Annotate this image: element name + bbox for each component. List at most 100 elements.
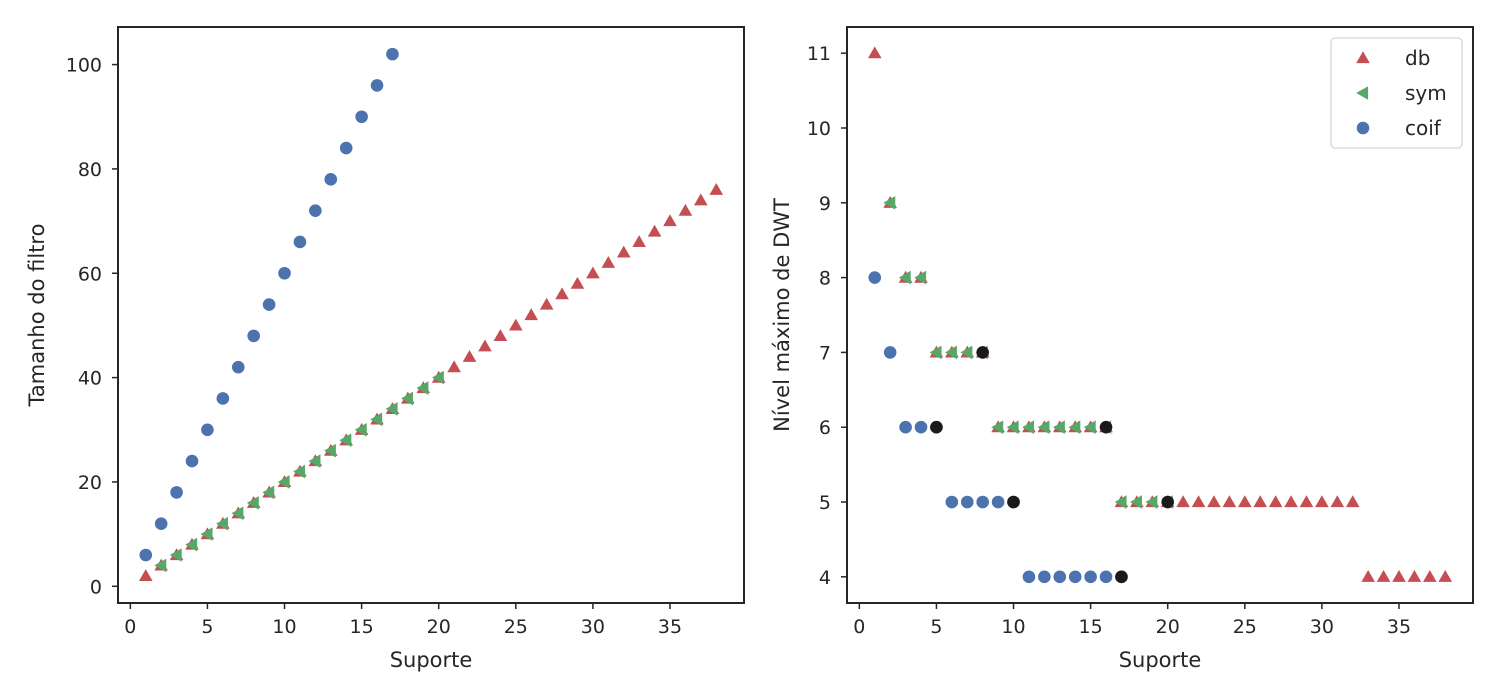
sym-point <box>185 537 198 552</box>
legend-label-db: db <box>1405 46 1430 70</box>
x-tick-label: 10 <box>1001 616 1025 638</box>
legend-label-coif: coif <box>1405 116 1442 140</box>
sym-point <box>1114 495 1127 509</box>
x-tick-label: 25 <box>504 616 528 638</box>
db-point <box>1423 570 1437 582</box>
data-markers <box>138 47 724 581</box>
sym-point <box>1145 495 1158 509</box>
y-tick-label: 6 <box>819 417 831 439</box>
db-point <box>1238 495 1252 508</box>
coif-point <box>945 495 959 509</box>
db-point <box>1392 570 1406 582</box>
db-point <box>539 297 554 310</box>
coif-point <box>868 271 882 284</box>
coif-point <box>1099 570 1113 584</box>
sym-point <box>154 558 167 573</box>
coif-point <box>339 141 353 155</box>
x-tick-label: 0 <box>124 616 136 638</box>
sym-point <box>914 270 927 285</box>
series-sym <box>154 370 444 573</box>
coif-point <box>324 173 338 186</box>
y-tick-label: 11 <box>807 43 831 65</box>
coif-point <box>293 235 307 249</box>
x-tick-label: 10 <box>272 616 296 638</box>
db-point <box>1284 495 1298 508</box>
coif-point <box>355 110 368 124</box>
coif-point <box>1038 570 1051 584</box>
db-point <box>570 276 585 289</box>
sym-point <box>1052 420 1065 435</box>
coif-point <box>154 517 168 530</box>
db-point <box>867 46 882 59</box>
y-tick-label: 4 <box>819 567 831 589</box>
x-tick-label: 25 <box>1233 616 1257 638</box>
y-tick-label: 8 <box>819 268 831 290</box>
x-tick-label: 30 <box>1310 616 1334 638</box>
coif-point <box>1084 570 1097 584</box>
y-tick-label: 100 <box>66 55 102 77</box>
db-point <box>1330 495 1345 508</box>
y-tick-label: 9 <box>819 193 831 215</box>
sym-point <box>200 527 213 541</box>
sym-point <box>1006 420 1019 435</box>
x-tick-label: 20 <box>427 616 451 638</box>
series-sym <box>883 195 1173 509</box>
db-point <box>524 308 539 321</box>
sym-point <box>308 454 321 468</box>
coif-point <box>899 420 912 434</box>
sym-point <box>1083 420 1096 435</box>
x-tick-label: 20 <box>1156 616 1180 638</box>
axes-frame <box>117 26 745 604</box>
coif-point <box>139 548 153 562</box>
data-markers <box>867 46 1453 584</box>
highlight-point <box>1007 495 1020 509</box>
legend-box <box>1330 37 1463 149</box>
sym-point <box>431 370 444 385</box>
coif-point <box>262 298 276 311</box>
x-tick-label: 5 <box>201 616 213 638</box>
coif-point <box>170 486 183 499</box>
sym-point <box>246 496 259 510</box>
y-axis: 4 5 6 7 8 9 10 11 <box>807 43 847 589</box>
x-axis-label: Suporte <box>1119 648 1202 672</box>
plot-right: 0 5 10 15 20 25 30 35 4 5 6 7 8 9 10 11 Suporte Nível máx… <box>770 26 1474 672</box>
db-point <box>647 224 662 237</box>
sym-point <box>216 516 228 531</box>
coif-point <box>1068 570 1082 584</box>
coif-point <box>914 420 928 434</box>
x-tick-label: 5 <box>930 616 942 638</box>
db-point <box>586 266 600 279</box>
sym-point <box>339 433 352 448</box>
db-point <box>1315 495 1329 508</box>
coif-point <box>1053 570 1067 584</box>
sym-point <box>323 443 336 458</box>
legend: db sym coif <box>1330 37 1463 149</box>
db-point <box>678 203 693 216</box>
x-tick-label: 35 <box>658 616 682 638</box>
db-point <box>663 214 677 227</box>
legend-marker-coif <box>1356 121 1370 135</box>
sym-point <box>370 412 383 427</box>
coif-point <box>309 204 322 217</box>
sym-point <box>945 345 957 360</box>
db-point <box>1176 495 1190 508</box>
db-point <box>1207 495 1221 508</box>
y-tick-label: 80 <box>78 159 102 181</box>
db-point <box>493 329 508 341</box>
x-tick-label: 0 <box>853 616 865 638</box>
highlight-point <box>1099 420 1113 434</box>
coif-point <box>960 495 974 509</box>
db-point <box>555 287 569 300</box>
sym-point <box>929 345 942 360</box>
db-point <box>509 318 523 331</box>
db-point <box>1253 495 1268 508</box>
db-point <box>1191 495 1206 508</box>
db-point <box>709 182 724 195</box>
y-axis-label: Nível máximo de DWT <box>770 198 794 432</box>
sym-point <box>1037 420 1050 435</box>
db-point <box>1222 495 1237 508</box>
db-point <box>601 256 616 268</box>
highlight-point <box>930 420 943 434</box>
coif-point <box>883 346 897 359</box>
y-tick-label: 5 <box>819 492 831 514</box>
